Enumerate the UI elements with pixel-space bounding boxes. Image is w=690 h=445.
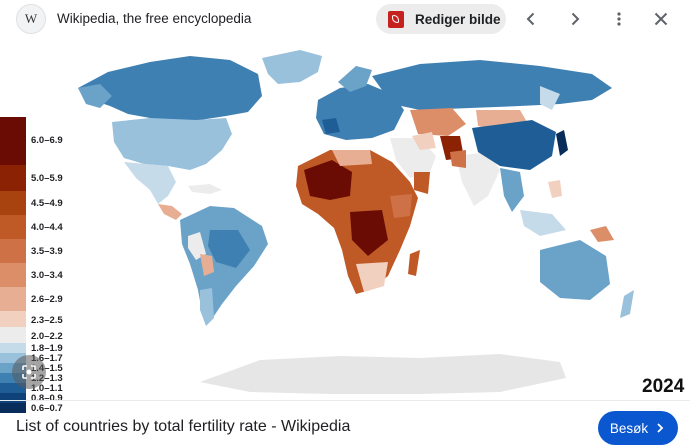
top-bar: W Wikipedia, the free encyclopedia Redig… bbox=[0, 0, 690, 40]
previous-button[interactable] bbox=[518, 6, 544, 32]
region-southern-africa bbox=[356, 262, 388, 292]
region-indonesia bbox=[520, 210, 566, 236]
region-southeast-asia bbox=[500, 168, 524, 212]
legend-label: 1.4–1.5 bbox=[31, 363, 63, 374]
lens-search-button[interactable] bbox=[12, 355, 46, 389]
region-russia-east bbox=[540, 86, 560, 110]
region-philippines bbox=[548, 180, 562, 198]
legend-label: 6.0–6.9 bbox=[31, 135, 63, 146]
legend-label: 0.8–0.9 bbox=[31, 393, 63, 404]
close-icon bbox=[654, 12, 668, 26]
visit-button[interactable]: Besøk bbox=[598, 411, 678, 445]
region-central-america bbox=[158, 204, 182, 220]
legend-label: 3.5–3.9 bbox=[31, 246, 63, 257]
region-canada bbox=[78, 56, 262, 122]
world-map bbox=[78, 50, 634, 394]
legend-label: 2.3–2.5 bbox=[31, 315, 63, 326]
wikipedia-logo-icon[interactable]: W bbox=[16, 4, 46, 34]
legend-label: 3.0–3.4 bbox=[31, 270, 63, 281]
legend-label: 1.6–1.7 bbox=[31, 353, 63, 364]
region-brazil bbox=[208, 230, 250, 268]
page-title[interactable]: List of countries by total fertility rat… bbox=[16, 418, 351, 435]
legend-swatch bbox=[0, 311, 26, 327]
chevron-left-icon bbox=[526, 12, 535, 26]
legend-swatch bbox=[0, 263, 26, 287]
legend-label: 1.2–1.3 bbox=[31, 373, 63, 384]
legend-swatch bbox=[0, 215, 26, 239]
legend-swatch bbox=[0, 117, 26, 165]
legend-label: 5.0–5.9 bbox=[31, 173, 63, 184]
legend-label: 2.6–2.9 bbox=[31, 294, 63, 305]
legend-label: 0.6–0.7 bbox=[31, 403, 63, 414]
region-scandinavia bbox=[338, 66, 372, 92]
edit-image-label: Rediger bilde bbox=[415, 11, 501, 27]
divider bbox=[0, 400, 690, 401]
site-name[interactable]: Wikipedia, the free encyclopedia bbox=[57, 11, 252, 26]
logo-letter: W bbox=[24, 11, 38, 26]
visit-label: Besøk bbox=[609, 420, 649, 436]
region-iberia bbox=[322, 118, 340, 134]
region-papua bbox=[590, 226, 614, 242]
region-russia bbox=[372, 60, 612, 110]
pdf-icon bbox=[388, 10, 404, 28]
region-kazakhstan bbox=[410, 108, 466, 136]
lens-icon bbox=[22, 365, 36, 379]
region-argentina-south bbox=[200, 288, 214, 326]
legend-label: 1.8–1.9 bbox=[31, 343, 63, 354]
region-bolivia bbox=[200, 254, 214, 276]
chevron-right-icon bbox=[657, 423, 664, 433]
region-iran bbox=[412, 132, 436, 150]
chevron-right-icon bbox=[571, 12, 580, 26]
more-vert-icon bbox=[617, 12, 621, 26]
region-new-zealand bbox=[620, 290, 634, 318]
legend-label: 4.0–4.4 bbox=[31, 222, 63, 233]
legend-swatch bbox=[0, 191, 26, 215]
legend-swatch bbox=[0, 393, 26, 403]
legend-swatch bbox=[0, 353, 26, 363]
region-sahel bbox=[304, 160, 352, 200]
more-options-button[interactable] bbox=[606, 6, 632, 32]
legend-swatch bbox=[0, 343, 26, 353]
legend-swatch bbox=[0, 383, 26, 393]
region-east-africa bbox=[390, 194, 412, 218]
region-yemen bbox=[414, 172, 430, 194]
legend-label: 2.0–2.2 bbox=[31, 331, 63, 342]
legend-label: 1.0–1.1 bbox=[31, 383, 63, 394]
region-madagascar bbox=[408, 250, 420, 276]
region-india bbox=[456, 152, 500, 206]
region-alaska bbox=[78, 84, 112, 108]
region-korea-japan bbox=[556, 130, 568, 156]
region-central-africa bbox=[350, 210, 388, 256]
region-peru bbox=[188, 232, 206, 260]
fertility-map-image[interactable]: 6.0–6.9 5.0–5.9 4.5–4.9 4.0–4.4 3.5–3.9 3.0–3… bbox=[0, 40, 690, 414]
legend-swatch bbox=[0, 239, 26, 263]
region-pakistan bbox=[450, 150, 466, 168]
region-greenland bbox=[262, 50, 322, 84]
legend-swatch bbox=[0, 327, 26, 343]
legend-swatch bbox=[0, 403, 26, 413]
region-australia bbox=[540, 240, 610, 300]
year-label: 2024 bbox=[642, 376, 685, 397]
region-usa bbox=[112, 118, 232, 170]
legend-swatch bbox=[0, 287, 26, 311]
region-caribbean bbox=[188, 184, 222, 194]
close-button[interactable] bbox=[648, 6, 674, 32]
next-button[interactable] bbox=[562, 6, 588, 32]
region-antarctica bbox=[200, 354, 566, 394]
region-china bbox=[472, 120, 556, 170]
legend-label: 4.5–4.9 bbox=[31, 198, 63, 209]
edit-image-button[interactable]: Rediger bilde bbox=[376, 4, 506, 34]
region-mexico bbox=[124, 162, 176, 204]
region-north-africa bbox=[332, 150, 372, 166]
legend-swatch bbox=[0, 165, 26, 191]
